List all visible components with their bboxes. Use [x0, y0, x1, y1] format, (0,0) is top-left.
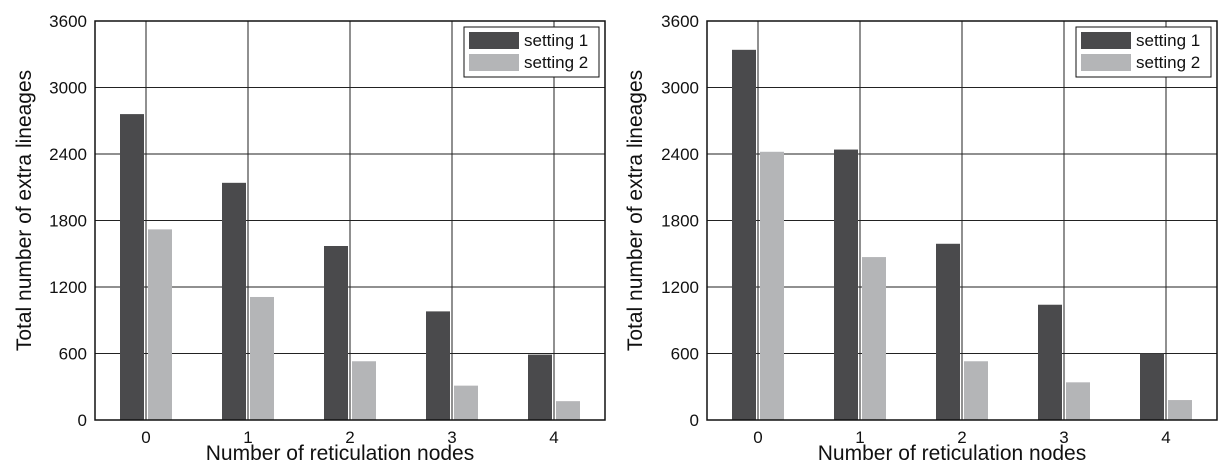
- bar-setting-1-3: [1038, 304, 1062, 420]
- y-tick-label: 2400: [49, 145, 87, 164]
- x-axis-label: Number of reticulation nodes: [206, 442, 474, 465]
- legend-label: setting 2: [524, 53, 588, 72]
- y-tick-label: 1800: [49, 212, 87, 231]
- legend: setting 1 setting 2: [463, 26, 600, 78]
- bar-setting-2-1: [862, 257, 886, 420]
- x-tick-label: 2: [345, 428, 354, 447]
- bar-setting-2-3: [1066, 382, 1090, 420]
- x-tick-label: 3: [447, 428, 456, 447]
- x-axis-label: Number of reticulation nodes: [818, 442, 1086, 465]
- legend-swatch: [1081, 54, 1131, 71]
- bar-setting-2-1: [250, 296, 274, 420]
- y-tick-label: 1200: [661, 278, 699, 297]
- y-tick-label: 600: [671, 345, 699, 364]
- legend-swatch: [1081, 32, 1131, 49]
- y-tick-label: 1800: [661, 212, 699, 231]
- bar-setting-1-3: [426, 311, 450, 420]
- plot-frame: [706, 20, 1218, 421]
- legend-label: setting 1: [1136, 31, 1200, 50]
- y-tick-label: 2400: [661, 145, 699, 164]
- chart-left: 0 600 1200 1800 2400 3000 3600 0 1 2 3 4 setting 1 se…: [0, 0, 610, 465]
- bar-setting-1-1: [834, 149, 858, 421]
- bar-setting-1-4: [528, 354, 552, 420]
- legend: setting 1 setting 2: [1075, 26, 1212, 78]
- x-tick-label: 1: [855, 428, 864, 447]
- y-tick-label: 0: [78, 411, 87, 430]
- x-tick-label: 0: [753, 428, 762, 447]
- y-tick-label: 600: [59, 345, 87, 364]
- x-tick-label: 2: [957, 428, 966, 447]
- y-tick-label: 3000: [49, 79, 87, 98]
- y-tick-label: 0: [690, 411, 699, 430]
- x-tick-label: 4: [1161, 428, 1170, 447]
- bar-setting-2-4: [556, 401, 580, 420]
- x-tick-label: 3: [1059, 428, 1068, 447]
- legend-swatch: [469, 54, 519, 71]
- bar-setting-2-2: [964, 361, 988, 420]
- y-tick-label: 1200: [49, 278, 87, 297]
- y-tick-label: 3600: [661, 12, 699, 31]
- bar-setting-1-2: [324, 245, 348, 420]
- bar-setting-2-0: [760, 151, 784, 421]
- x-tick-label: 0: [141, 428, 150, 447]
- bar-setting-2-0: [148, 229, 172, 420]
- y-tick-label: 3000: [661, 79, 699, 98]
- y-tick-label: 3600: [49, 12, 87, 31]
- plot-frame: [94, 20, 606, 421]
- legend-swatch: [469, 32, 519, 49]
- x-tick-label: 4: [549, 428, 558, 447]
- legend-label: setting 2: [1136, 53, 1200, 72]
- bar-setting-1-4: [1140, 353, 1164, 420]
- y-axis-label: Total number of extra lineages: [13, 70, 36, 351]
- y-axis-label: Total number of extra lineages: [624, 70, 647, 351]
- legend-label: setting 1: [524, 31, 588, 50]
- bar-setting-1-1: [222, 182, 246, 420]
- x-tick-label: 1: [243, 428, 252, 447]
- bar-setting-1-0: [732, 49, 756, 421]
- bar-setting-2-3: [454, 385, 478, 420]
- bar-setting-2-4: [1168, 400, 1192, 420]
- bar-setting-1-2: [936, 243, 960, 420]
- chart-right: 0 600 1200 1800 2400 3000 3600 0 1 2 3 4 setting 1 se…: [611, 0, 1221, 465]
- bar-setting-2-2: [352, 361, 376, 420]
- bar-setting-1-0: [120, 114, 144, 420]
